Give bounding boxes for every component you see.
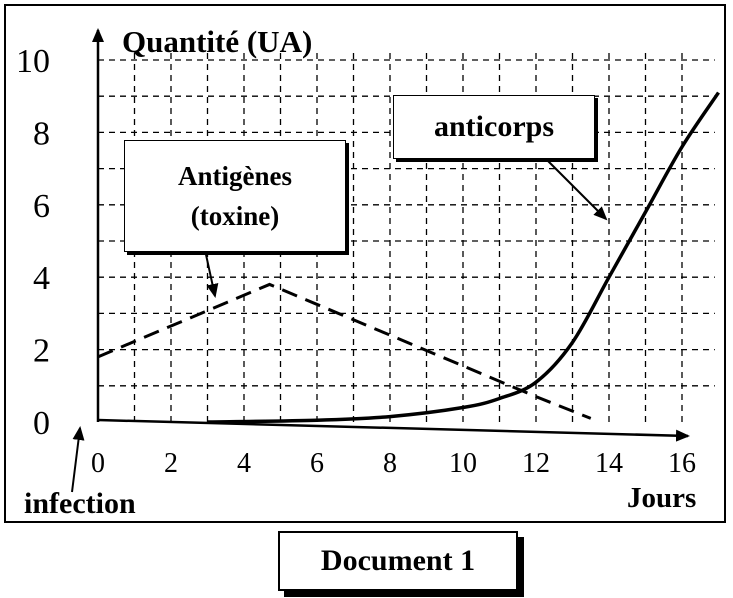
x-tick-label: 2 — [164, 448, 178, 479]
document-label-box: Document 1 — [278, 531, 518, 591]
x-tick-label: 6 — [310, 448, 324, 479]
x-tick-label: 10 — [449, 448, 477, 479]
x-axis — [97, 418, 690, 442]
anticorps-series-line — [207, 91, 720, 424]
document-label: Document 1 — [320, 544, 476, 577]
antigen-label-line1: Antigènes — [178, 161, 292, 191]
y-tick-label: 8 — [33, 115, 50, 152]
x-tick-label: 4 — [237, 448, 251, 479]
figure-frame — [4, 4, 726, 523]
x-tick-label: 16 — [668, 448, 696, 479]
series — [97, 91, 720, 424]
label-pointers — [204, 157, 608, 298]
y-tick-label: 6 — [33, 188, 50, 225]
axes — [71, 28, 690, 493]
anticorps-label: anticorps — [434, 110, 554, 143]
y-tick-label: 2 — [33, 333, 50, 370]
tick-labels: 0 2 4 6 8 10 12 14 16 0 2 4 6 8 10 — [16, 43, 696, 479]
y-tick-label: 4 — [33, 260, 50, 297]
anticorps-pointer — [544, 157, 608, 221]
antigen-label-box: Antigènes (toxine) — [124, 140, 346, 252]
x-tick-label: 0 — [91, 448, 105, 479]
y-axis-label: Quantité (UA) — [122, 24, 312, 59]
antigen-label-line2: (toxine) — [190, 201, 280, 231]
infection-arrow — [71, 426, 85, 493]
y-tick-label: 0 — [33, 405, 50, 442]
antigen-pointer — [204, 249, 219, 298]
x-tick-label: 14 — [595, 448, 623, 479]
x-tick-label: 12 — [522, 448, 550, 479]
y-tick-label: 10 — [16, 43, 50, 80]
x-axis-label: Jours — [627, 482, 696, 514]
infection-label: infection — [24, 487, 136, 520]
x-tick-label: 8 — [383, 448, 397, 479]
antigen-series-line — [97, 282, 592, 420]
anticorps-label-box: anticorps — [393, 95, 595, 159]
